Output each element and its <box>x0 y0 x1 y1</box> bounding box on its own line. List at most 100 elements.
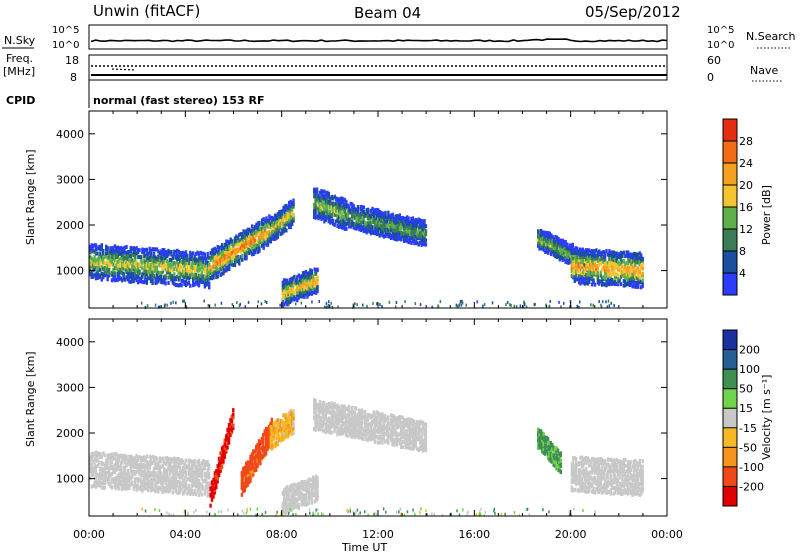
echo-cell <box>395 416 399 421</box>
echo-cell <box>109 258 112 263</box>
echo-cell <box>276 219 280 224</box>
echo-cell <box>539 243 543 248</box>
echo-cell <box>96 261 99 266</box>
echo-cell <box>324 207 328 212</box>
echo-cell <box>177 267 180 272</box>
echo-cell <box>407 233 410 238</box>
echo-cell <box>222 271 225 276</box>
echo-cell <box>352 214 355 219</box>
echo-cell <box>291 499 295 503</box>
echo-cell <box>313 211 316 216</box>
echo-cell <box>361 208 364 213</box>
echo-cell <box>321 189 325 194</box>
power-colorbar-label-tick: 28 <box>739 135 753 148</box>
echo-cell <box>257 447 261 452</box>
echo-cell <box>193 258 196 263</box>
echo-cell <box>253 468 256 473</box>
echo-cell <box>255 246 258 251</box>
echo-cell <box>196 483 199 488</box>
echo-cell <box>391 438 394 443</box>
echo-cell <box>410 229 413 234</box>
echo-cell <box>148 246 151 251</box>
echo-cell <box>339 206 342 211</box>
echo-cell <box>286 431 289 436</box>
echo-cell <box>222 252 225 257</box>
echo-cell <box>400 226 403 231</box>
echo-cell <box>398 219 402 224</box>
echo-cell <box>128 267 131 272</box>
echo-cell <box>314 290 318 295</box>
echo-cell <box>414 302 417 306</box>
echo-cell <box>110 249 114 254</box>
echo-cell <box>197 256 201 261</box>
echo-cell <box>312 274 315 279</box>
echo-cell <box>358 226 361 231</box>
echo-cell <box>109 262 112 267</box>
echo-cell <box>365 228 368 233</box>
echo-cell <box>385 438 388 443</box>
echo-cell <box>160 255 163 260</box>
echo-cell <box>252 242 255 247</box>
echo-cell <box>292 431 295 436</box>
echo-cell <box>282 425 285 429</box>
echo-cell <box>266 238 270 243</box>
echo-cell <box>190 255 193 260</box>
echo-cell <box>283 413 287 418</box>
echo-cell <box>278 227 281 232</box>
echo-cell <box>215 259 218 263</box>
echo-cell <box>404 230 407 235</box>
echo-cell <box>107 469 111 474</box>
echo-cell <box>189 492 192 496</box>
echo-cell <box>203 263 206 268</box>
echo-cell <box>242 229 245 234</box>
echo-cell <box>618 252 621 257</box>
echo-cell <box>289 199 292 204</box>
echo-cell <box>94 247 98 252</box>
echo-cell <box>619 260 623 265</box>
echo-cell <box>418 225 422 229</box>
echo-cell <box>418 427 422 432</box>
echo-cell <box>216 255 219 260</box>
echo-cell <box>407 435 410 440</box>
echo-cell <box>290 204 294 209</box>
echo-cell <box>404 429 407 434</box>
cpid-label: CPID <box>6 94 35 107</box>
echo-cell <box>135 477 138 482</box>
echo-cell <box>123 250 127 255</box>
echo-cell <box>225 268 228 273</box>
echo-cell <box>541 240 544 245</box>
echo-cell <box>375 216 378 221</box>
echo-cell <box>287 491 290 496</box>
echo-cell <box>239 242 242 247</box>
echo-cell <box>359 217 363 222</box>
echo-cell <box>122 485 125 490</box>
echo-cell <box>174 283 177 287</box>
echo-cell <box>273 427 277 432</box>
echo-cell <box>151 247 154 252</box>
echo-cell <box>233 251 237 255</box>
echo-cell <box>226 247 229 252</box>
echo-cell <box>209 270 212 275</box>
echo-cell <box>368 435 371 440</box>
echo-cell <box>336 424 339 429</box>
echo-cell <box>371 228 374 233</box>
echo-cell <box>96 266 99 271</box>
echo-cell <box>323 196 326 201</box>
echo-cell <box>315 191 319 195</box>
echo-cell <box>397 418 400 423</box>
echo-cell <box>293 493 296 498</box>
echo-cell <box>287 296 290 301</box>
echo-cell <box>515 305 518 309</box>
echo-cell <box>333 429 336 434</box>
echo-cell <box>269 232 272 237</box>
echo-cell <box>155 276 159 281</box>
echo-cell <box>307 493 311 498</box>
echo-cell <box>258 248 261 253</box>
echo-cell <box>210 494 214 499</box>
echo-cell <box>313 187 316 192</box>
echo-cell <box>565 245 569 250</box>
echo-cell <box>269 239 272 244</box>
echo-cell <box>200 487 204 491</box>
echo-cell <box>281 221 284 226</box>
